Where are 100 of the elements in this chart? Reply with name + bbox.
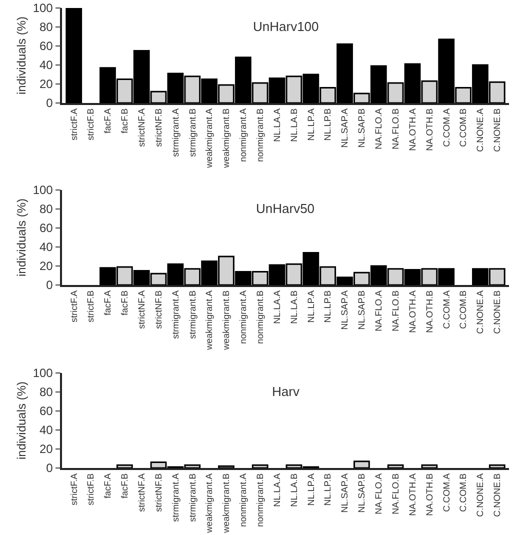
y-tick-label: 40 [39, 423, 54, 438]
y-tick-label: 0 [46, 278, 54, 292]
x-tick-label: NL.LA.B [288, 290, 299, 324]
x-tick-label: NA.FLO.B [390, 108, 400, 150]
x-tick-label: NL.LP.A [306, 108, 316, 141]
x-tick-label: NL.LA.B [288, 473, 299, 507]
x-tick-label: NL.LA.B [288, 108, 299, 142]
y-axis-title: individuals (%) [14, 16, 29, 95]
x-tick-label: NA.OTH.A [407, 290, 418, 333]
text: UnHarv100 [253, 19, 319, 34]
x-tick-label: NA.OTH.A [407, 473, 418, 516]
y-tick-label: 80 [39, 202, 54, 216]
x-tick-label: facF.A [102, 473, 113, 498]
x-tick-label: NL.SAP.B [356, 473, 367, 513]
x-tick-label: NL.SAP.A [340, 108, 350, 148]
y-tick-label: 80 [39, 20, 54, 34]
x-tick-label: NA.FLO.A [374, 473, 384, 514]
x-tick-label: facF.B [120, 108, 130, 134]
x-tick-label: C.NONE.A [475, 108, 486, 152]
x-tick-label: weakmigrant.B [221, 108, 232, 169]
x-tick-label: strmigrant.A [170, 108, 180, 157]
x-tick-label: NL.LP.B [322, 290, 333, 323]
x-tick-label: strmigrant.A [170, 290, 180, 339]
x-tick-label: weakmigrant.A [204, 473, 214, 534]
x-tick-label: nonmigrant.B [255, 108, 266, 162]
x-tick-label: strictF.B [86, 473, 96, 506]
x-tick-label: C.COM.B [458, 290, 468, 329]
x-tick-label: nonmigrant.A [238, 108, 248, 162]
text: Harv [272, 384, 300, 399]
x-tick-label: facF.B [120, 290, 130, 316]
y-tick-label: 100 [32, 1, 54, 16]
x-tick-label: NL.LP.A [306, 473, 316, 506]
y-tick-label: 0 [46, 96, 54, 110]
x-tick-label: NA.OTH.B [424, 473, 434, 516]
x-tick-label: strictNF.B [153, 473, 164, 512]
x-tick-label: NL.LP.A [306, 290, 316, 323]
x-tick-label: C.COM.A [441, 473, 452, 512]
x-tick-label: nonmigrant.A [238, 473, 248, 527]
x-tick-label: NA.FLO.B [390, 473, 400, 514]
x-tick-label: weakmigrant.A [204, 108, 214, 169]
y-axis-title: individuals (%) [14, 198, 29, 277]
x-tick-label: facF.A [102, 108, 113, 134]
x-tick-label: strictF.A [68, 473, 79, 506]
x-tick-label: NA.OTH.B [424, 290, 434, 333]
y-tick-label: 60 [39, 221, 54, 236]
y-tick-label: 60 [39, 404, 54, 418]
x-tick-label: strmigrant.B [187, 290, 198, 339]
x-tick-label: NL.LP.B [322, 108, 333, 141]
x-tick-label: nonmigrant.B [255, 290, 266, 344]
x-tick-label: C.NONE.A [475, 473, 486, 517]
x-tick-label: nonmigrant.A [238, 290, 248, 344]
x-tick-label: strictF.B [86, 290, 96, 322]
x-tick-label: strmigrant.B [187, 473, 198, 522]
x-tick-label: facF.B [120, 473, 130, 498]
x-tick-label: strmigrant.B [187, 108, 198, 157]
x-tick-label: strictNF.B [153, 290, 164, 329]
y-tick-label: 100 [32, 183, 54, 198]
x-tick-label: NA.OTH.A [407, 108, 418, 151]
x-tick-label: C.NONE.A [475, 290, 486, 334]
bar [66, 8, 82, 103]
x-tick-label: NL.SAP.B [356, 108, 367, 148]
x-tick-label: C.COM.A [441, 290, 452, 329]
y-tick-label: 20 [39, 77, 54, 92]
x-tick-label: weakmigrant.B [221, 473, 232, 534]
y-tick-label: 20 [39, 442, 54, 456]
x-tick-label: NL.LA.A [272, 108, 282, 142]
x-tick-label: strictNF.A [136, 473, 147, 512]
x-tick-label: NL.LA.A [272, 290, 282, 324]
y-tick-label: 0 [46, 461, 54, 476]
y-tick-label: 20 [39, 259, 54, 274]
x-tick-label: strictNF.A [136, 108, 147, 147]
x-tick-label: strictF.A [68, 290, 79, 322]
x-tick-label: C.NONE.B [492, 290, 502, 334]
x-tick-label: strictNF.B [153, 108, 164, 147]
x-tick-label: strictF.B [86, 108, 96, 140]
x-tick-label: NL.SAP.B [356, 290, 367, 330]
x-tick-label: NL.SAP.A [340, 473, 350, 513]
x-tick-label: facF.A [102, 290, 113, 316]
y-tick-label: 40 [39, 240, 54, 254]
x-tick-label: strictNF.A [136, 290, 147, 329]
x-tick-label: C.COM.B [458, 108, 468, 147]
x-tick-label: C.COM.A [441, 108, 452, 147]
x-tick-label: NA.FLO.A [374, 290, 384, 332]
y-tick-label: 60 [39, 39, 54, 54]
x-tick-label: NA.FLO.A [374, 108, 384, 150]
x-tick-label: C.NONE.B [492, 473, 502, 517]
x-tick-label: C.COM.B [458, 473, 468, 512]
x-tick-label: strmigrant.A [170, 473, 180, 522]
x-tick-label: NL.LP.B [322, 473, 333, 506]
x-tick-label: weakmigrant.A [204, 290, 214, 351]
text: UnHarv50 [256, 201, 315, 216]
y-axis-title: individuals (%) [14, 381, 29, 460]
x-tick-label: nonmigrant.B [255, 473, 266, 527]
y-tick-label: 80 [39, 385, 54, 400]
x-tick-label: strictF.A [68, 108, 79, 140]
x-tick-label: NL.LA.A [272, 473, 282, 507]
x-tick-label: weakmigrant.B [221, 290, 232, 351]
y-tick-label: 40 [39, 58, 54, 72]
y-tick-label: 100 [32, 366, 54, 380]
x-tick-label: NA.OTH.B [424, 108, 434, 151]
